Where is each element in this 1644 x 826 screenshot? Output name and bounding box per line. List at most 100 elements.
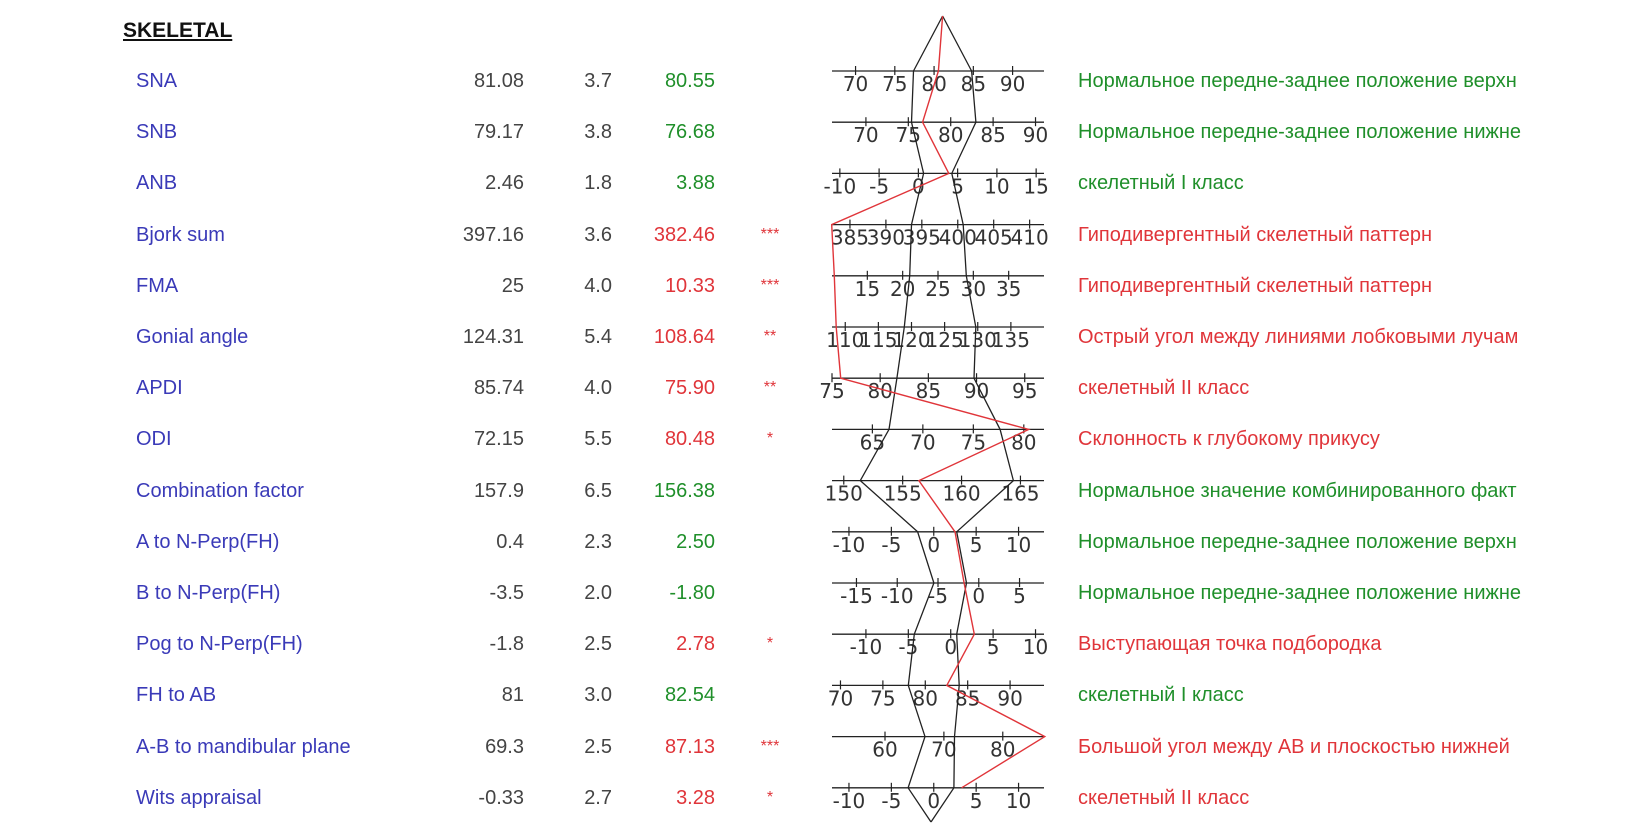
- table-row: B to N-Perp(FH) -3.5 2.0 -1.80 Нормальное пе…: [0, 573, 1644, 613]
- measurement-name: APDI: [136, 377, 183, 400]
- interpretation-text: Острый угол между линиями лобковыми луча…: [1078, 326, 1519, 348]
- patient-value: 76.68: [664, 121, 715, 144]
- tick-label: 135: [992, 328, 1030, 352]
- tick-label: 0: [944, 635, 957, 659]
- tick-label: -10: [881, 584, 914, 608]
- measurement-name: Wits appraisal: [136, 786, 262, 809]
- tick-label: 80: [1011, 430, 1036, 454]
- tick-label: -5: [869, 174, 889, 198]
- tick-label: 10: [984, 174, 1009, 198]
- norm-value: 25: [501, 274, 524, 297]
- measurement-name: ANB: [136, 172, 178, 195]
- norm-range-left-line: [859, 15, 944, 823]
- tick-label: 70: [853, 123, 878, 147]
- tick-label: 125: [926, 328, 964, 352]
- significance-marker: **: [763, 328, 777, 345]
- measurement-name: Combination factor: [136, 479, 304, 502]
- patient-value: 156.38: [653, 479, 715, 502]
- tick-label: 80: [938, 123, 963, 147]
- measurement-name: A to N-Perp(FH): [136, 530, 280, 553]
- norm-value: 124.31: [462, 326, 524, 348]
- patient-value: 2.50: [676, 530, 715, 553]
- tick-label: 80: [990, 738, 1015, 762]
- tick-label: -10: [833, 533, 866, 557]
- norm-value: 69.3: [485, 735, 524, 758]
- tick-label: 5: [970, 533, 983, 557]
- tick-label: -5: [881, 533, 901, 557]
- interpretation-text: Большой угол между AB и плоскостью нижне…: [1078, 735, 1510, 758]
- patient-value: 80.48: [664, 428, 715, 451]
- tick-label: 400: [939, 226, 977, 250]
- norm-value: 2.46: [485, 172, 524, 195]
- tick-label: 90: [1023, 123, 1048, 147]
- std-deviation: 2.7: [584, 786, 612, 809]
- tick-label: 35: [996, 277, 1021, 301]
- measurement-name: Bjork sum: [136, 223, 225, 246]
- table-row: APDI 85.74 4.0 75.90 ** скелетный II класс: [0, 368, 1644, 408]
- tick-label: 80: [913, 686, 938, 710]
- tick-label: 70: [843, 72, 868, 96]
- tick-label: 70: [910, 430, 935, 454]
- significance-marker: *: [766, 788, 774, 806]
- tick-label: 115: [859, 328, 897, 352]
- norm-value: 157.9: [473, 479, 524, 502]
- tick-label: 20: [890, 277, 915, 301]
- tick-label: 395: [903, 226, 941, 250]
- tick-label: -5: [898, 635, 918, 659]
- std-deviation: 6.5: [584, 479, 612, 502]
- tick-label: 65: [860, 430, 885, 454]
- tick-label: -10: [850, 635, 883, 659]
- tick-label: 75: [819, 379, 844, 403]
- patient-value: -1.80: [669, 582, 715, 604]
- norm-value: 85.74: [473, 377, 524, 400]
- patient-value: 80.55: [664, 70, 715, 92]
- norm-value: 72.15: [473, 428, 524, 451]
- norm-value: 81: [501, 684, 524, 707]
- tick-label: 5: [951, 174, 964, 198]
- tick-label: 90: [997, 686, 1022, 710]
- tick-label: -5: [928, 584, 948, 608]
- interpretation-text: Выступающая точка подбородка: [1078, 633, 1382, 656]
- tick-label: 5: [1013, 584, 1026, 608]
- table-row: A-B to mandibular plane 69.3 2.5 87.13 *** Бо…: [0, 727, 1644, 767]
- tick-label: 10: [1023, 635, 1048, 659]
- measurement-name: Gonial angle: [136, 326, 249, 348]
- tick-label: 15: [1023, 174, 1048, 198]
- table-row: ANB 2.46 1.8 3.88 скелетный I класс: [0, 163, 1644, 203]
- patient-value: 3.88: [676, 172, 715, 195]
- table-row: SNA 81.08 3.7 80.55 Нормальное передне-задне…: [0, 61, 1644, 101]
- measurement-name: B to N-Perp(FH): [136, 582, 281, 604]
- interpretation-text: скелетный I класс: [1078, 684, 1244, 707]
- std-deviation: 5.5: [584, 428, 612, 451]
- measurement-name: FMA: [136, 274, 179, 297]
- tick-label: 70: [828, 686, 853, 710]
- tick-label: 405: [975, 226, 1013, 250]
- tick-label: -10: [833, 789, 866, 813]
- interpretation-text: скелетный II класс: [1078, 786, 1250, 809]
- table-row: FH to AB 81 3.0 82.54 скелетный I класс: [0, 675, 1644, 715]
- tick-label: -10: [824, 174, 857, 198]
- tick-label: -15: [840, 584, 873, 608]
- tick-label: 385: [831, 226, 869, 250]
- measurement-name: SNA: [136, 70, 178, 92]
- tick-label: 110: [826, 328, 864, 352]
- patient-value: 2.78: [676, 633, 715, 656]
- tick-label: 10: [1006, 533, 1031, 557]
- tick-label: 5: [987, 635, 1000, 659]
- patient-value: 3.28: [676, 786, 715, 809]
- significance-marker: ***: [760, 737, 780, 755]
- tick-label: 10: [1006, 789, 1031, 813]
- table-row: FMA 25 4.0 10.33 *** Гиподивергентный скелетн…: [0, 266, 1644, 306]
- table-row: A to N-Perp(FH) 0.4 2.3 2.50 Нормальное пере…: [0, 522, 1644, 562]
- interpretation-text: Нормальное передне-заднее положение верх…: [1078, 70, 1517, 92]
- measurement-name: Pog to N-Perp(FH): [136, 633, 303, 656]
- significance-marker: ***: [760, 225, 780, 243]
- measurement-name: FH to AB: [136, 684, 217, 707]
- std-deviation: 1.8: [584, 172, 612, 195]
- tick-label: 390: [867, 226, 905, 250]
- table-row: Bjork sum 397.16 3.6 382.46 *** Гиподивергент…: [0, 215, 1644, 255]
- norm-value: 79.17: [473, 121, 524, 144]
- std-deviation: 2.5: [584, 633, 612, 656]
- measurement-name: SNB: [136, 121, 178, 144]
